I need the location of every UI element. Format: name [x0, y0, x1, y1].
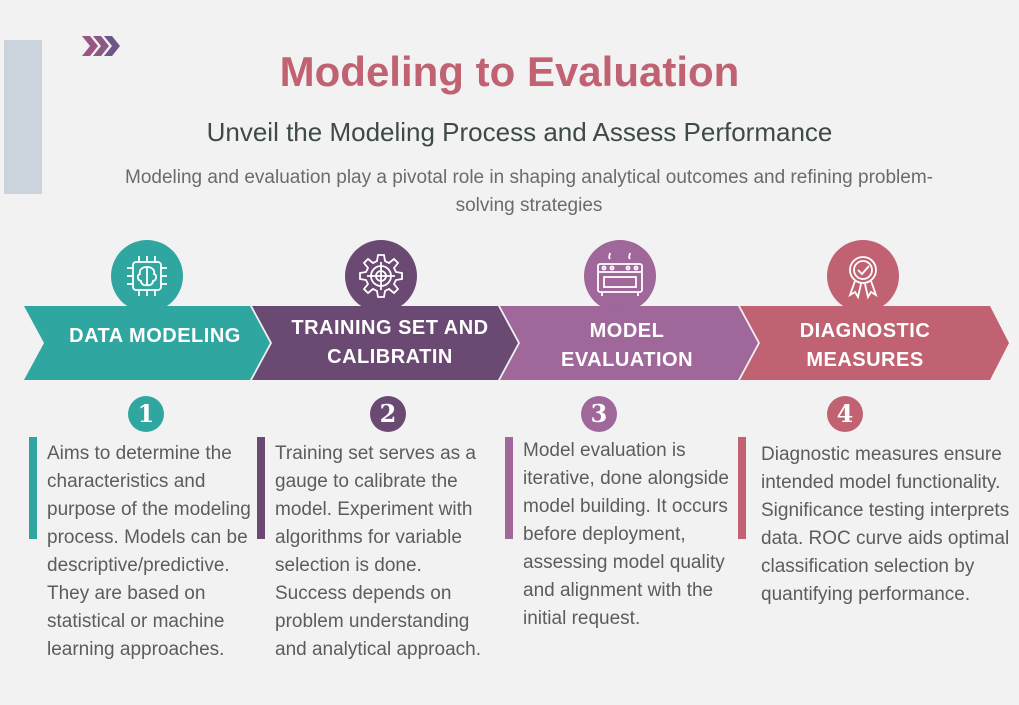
accent-bar-4 [738, 437, 746, 539]
step-label-diagnostic-measures: DIAGNOSTIC MEASURES [799, 320, 931, 371]
side-accent-bar [4, 40, 42, 194]
process-arrow-banner [24, 306, 1009, 380]
step-description-2: Training set serves as a gauge to calibr… [275, 443, 481, 660]
step-label-training-set: TRAINING SET AND CALIBRATIN [291, 317, 489, 368]
arrow-segment-4 [740, 306, 1009, 380]
arrow-segment-1 [24, 306, 270, 380]
step-label-data-modeling: DATA MODELING [69, 325, 241, 347]
badge-check-icon [827, 240, 899, 312]
step-number-1: 1 [128, 396, 164, 432]
step-description-1: Aims to determine the characteristics an… [47, 443, 251, 660]
arrow-segment-3 [500, 306, 758, 380]
step-number-2: 2 [370, 396, 406, 432]
arrow-segment-2 [252, 306, 518, 380]
step-number-3: 3 [581, 396, 617, 432]
accent-bar-3 [505, 437, 513, 539]
step-number-4: 4 [827, 396, 863, 432]
brain-chip-icon [111, 240, 183, 312]
step-description-4: Diagnostic measures ensure intended mode… [761, 444, 1010, 605]
page-title: Modeling to Evaluation [279, 48, 740, 95]
page-description: Modeling and evaluation play a pivotal r… [125, 167, 933, 216]
step-description-3: Model evaluation is iterative, done alon… [523, 440, 729, 629]
page-subtitle: Unveil the Modeling Process and Assess P… [206, 117, 833, 147]
step-label-model-evaluation: MODEL EVALUATION [560, 320, 694, 371]
triple-chevron-icon [82, 36, 120, 56]
accent-bar-2 [257, 437, 265, 539]
accent-bar-1 [29, 437, 37, 539]
machine-icon [584, 240, 656, 312]
gear-target-icon [345, 240, 417, 312]
